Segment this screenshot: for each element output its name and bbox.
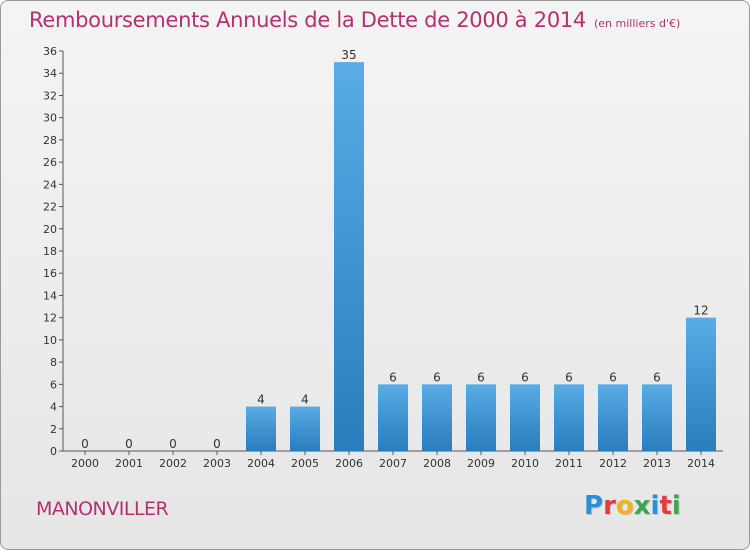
data-label: 6: [521, 370, 529, 384]
y-tick-label: 0: [50, 445, 57, 458]
data-label: 35: [341, 48, 356, 62]
x-tick-label: 2004: [247, 457, 275, 470]
y-tick-label: 10: [43, 334, 57, 347]
bar-2011: [554, 384, 584, 451]
logo-letter: r: [603, 491, 616, 521]
x-tick-label: 2006: [335, 457, 363, 470]
data-label: 0: [125, 437, 133, 451]
y-tick-label: 22: [43, 201, 57, 214]
commune-name: MANONVILLER: [36, 498, 169, 520]
logo-letter: i: [671, 491, 681, 521]
x-tick-label: 2013: [643, 457, 671, 470]
bar-2010: [510, 384, 540, 451]
x-tick-label: 2003: [203, 457, 231, 470]
bar-2008: [422, 384, 452, 451]
data-label: 0: [213, 437, 221, 451]
data-label: 0: [169, 437, 177, 451]
logo-letter: x: [633, 491, 651, 521]
logo-letter: o: [615, 491, 634, 521]
x-tick-label: 2005: [291, 457, 319, 470]
x-tick-label: 2008: [423, 457, 451, 470]
bar-2004: [246, 406, 276, 451]
data-label: 4: [301, 393, 309, 407]
x-tick-label: 2011: [555, 457, 583, 470]
bar-2005: [290, 406, 320, 451]
x-tick-label: 2009: [467, 457, 495, 470]
data-label: 6: [477, 370, 485, 384]
data-label: 4: [257, 393, 265, 407]
y-tick-label: 18: [43, 245, 57, 258]
data-label: 12: [693, 304, 708, 318]
x-tick-label: 2002: [159, 457, 187, 470]
data-label: 6: [565, 370, 573, 384]
data-label: 6: [433, 370, 441, 384]
y-tick-label: 14: [43, 289, 57, 302]
logo-letter: i: [650, 491, 660, 521]
x-tick-label: 2014: [687, 457, 715, 470]
y-tick-label: 32: [43, 89, 57, 102]
logo-letter: t: [659, 491, 672, 521]
y-tick-label: 12: [43, 312, 57, 325]
bar-2013: [642, 384, 672, 451]
y-tick-label: 16: [43, 267, 57, 280]
proxiti-logo: Proxiti: [584, 491, 681, 521]
chart-title-text: Remboursements Annuels de la Dette de 20…: [29, 8, 586, 32]
bar-2012: [598, 384, 628, 451]
x-tick-label: 2000: [71, 457, 99, 470]
y-tick-label: 30: [43, 112, 57, 125]
y-tick-label: 8: [50, 356, 57, 369]
x-tick-label: 2010: [511, 457, 539, 470]
bar-2006: [334, 62, 364, 451]
y-tick-label: 2: [50, 423, 57, 436]
y-tick-label: 26: [43, 156, 57, 169]
x-tick-label: 2012: [599, 457, 627, 470]
y-tick-label: 36: [43, 45, 57, 58]
y-tick-label: 28: [43, 134, 57, 147]
x-tick-label: 2001: [115, 457, 143, 470]
data-label: 6: [653, 370, 661, 384]
data-label: 0: [81, 437, 89, 451]
chart-title-unit: (en milliers d'€): [594, 17, 681, 30]
chart-title: Remboursements Annuels de la Dette de 20…: [29, 8, 680, 32]
y-tick-label: 20: [43, 223, 57, 236]
y-tick-label: 6: [50, 378, 57, 391]
data-label: 6: [389, 370, 397, 384]
data-label: 6: [609, 370, 617, 384]
logo-letter: P: [584, 491, 604, 521]
bar-2007: [378, 384, 408, 451]
y-tick-label: 24: [43, 178, 57, 191]
bar-2014: [686, 317, 716, 451]
x-tick-label: 2007: [379, 457, 407, 470]
bar-2009: [466, 384, 496, 451]
y-tick-label: 4: [50, 401, 57, 414]
y-tick-label: 34: [43, 67, 57, 80]
